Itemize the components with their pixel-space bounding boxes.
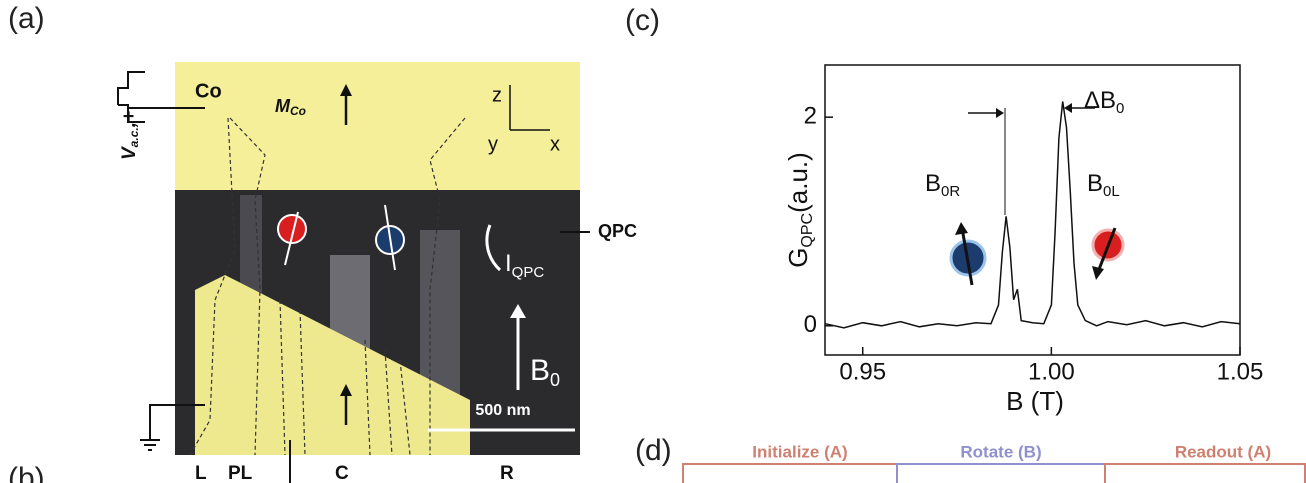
label-part: 0 <box>550 370 560 390</box>
label-part: I <box>505 250 512 277</box>
label-co: Co <box>195 80 222 102</box>
label-part: (a.u.) <box>783 152 813 213</box>
panel-label: (a) <box>8 2 45 35</box>
region-label: PL <box>228 463 253 483</box>
label-part: a.c. <box>127 127 141 147</box>
label-part: B <box>530 354 550 387</box>
annotation: ΔB0 <box>1084 87 1124 117</box>
label-part: B <box>1087 170 1103 197</box>
label-part: B <box>925 170 941 197</box>
label-part: 0L <box>1103 183 1120 200</box>
table-header: Readout (A) <box>1175 442 1271 461</box>
panel-label: (d) <box>635 434 672 467</box>
axis-x: x <box>550 133 560 155</box>
y-tick-label: 0 <box>804 311 817 338</box>
label-part: QPC <box>512 264 545 281</box>
y-tick-label: 2 <box>804 103 817 130</box>
label-part: QPC <box>799 213 816 248</box>
plot-frame <box>825 65 1240 355</box>
label-part: ,+ <box>119 111 140 128</box>
y-axis-title: GQPC(a.u.) <box>783 152 816 268</box>
region-label: R <box>500 463 514 483</box>
figure: (a) (b) (c) (d) Co MCo z y x <box>0 0 1306 483</box>
axis-y: y <box>488 133 498 155</box>
scale-label: 500 nm <box>475 402 530 419</box>
table-header: Initialize (A) <box>752 442 847 461</box>
x-axis-title: B (T) <box>1006 386 1064 416</box>
annotation: B0L <box>1087 170 1120 200</box>
label-part: 0 <box>1116 100 1124 117</box>
label-part: ΔB <box>1084 87 1116 114</box>
label-part: Co <box>290 104 306 118</box>
data-line <box>825 102 1240 328</box>
table-header: Rotate (B) <box>960 442 1041 461</box>
chart: 0.95 1.00 1.05 0 2 <box>804 65 1264 385</box>
axis-z: z <box>492 84 502 106</box>
sem-image <box>175 62 580 455</box>
region-label: L <box>195 463 207 483</box>
label-vac: Va.c.,+ <box>119 111 141 160</box>
panel-label: (c) <box>625 4 660 37</box>
panel-label: (b) <box>8 462 45 483</box>
table: Initialize (A) Rotate (B) Readout (A) <box>683 442 1305 483</box>
region-label: C <box>335 463 349 483</box>
x-tick-label: 1.05 <box>1217 358 1264 385</box>
label-part: 0R <box>941 183 960 200</box>
label-part: M <box>275 96 291 116</box>
annotation: B0R <box>925 170 960 200</box>
label-qpc: QPC <box>598 221 637 241</box>
x-tick-label: 1.00 <box>1028 358 1075 385</box>
x-tick-label: 0.95 <box>839 358 886 385</box>
label-part: G <box>783 248 813 268</box>
